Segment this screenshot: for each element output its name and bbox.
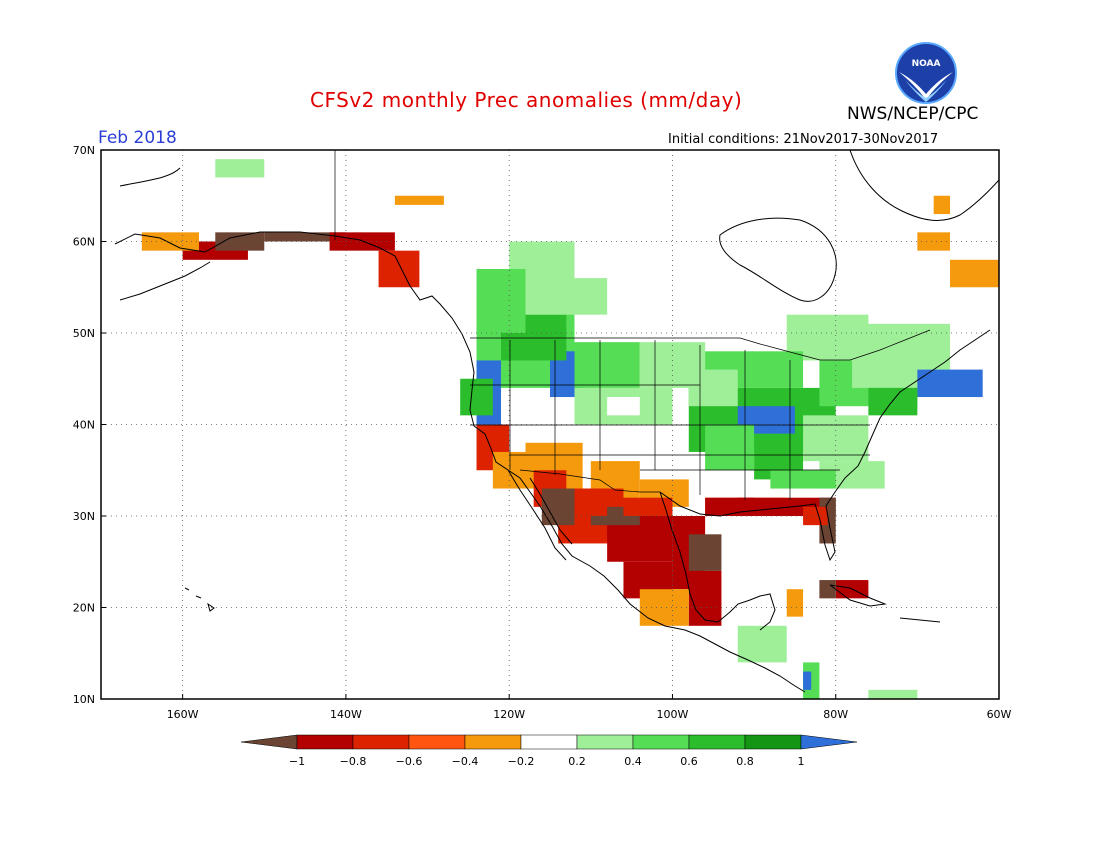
- anomaly-cell: [688, 534, 722, 571]
- colorbar-tick-label: 1: [798, 755, 805, 768]
- longitude-label: 100W: [657, 708, 689, 721]
- latitude-label: 30N: [73, 510, 95, 523]
- longitude-label: 160W: [167, 708, 199, 721]
- colorbar-tick-label: 0.2: [568, 755, 586, 768]
- colorbar-segment: [632, 734, 690, 750]
- chart-title: CFSv2 monthly Prec anomalies (mm/day): [310, 88, 743, 112]
- anomaly-cell: [803, 415, 869, 462]
- anomaly-cell: [525, 278, 608, 315]
- anomaly-cell: [950, 259, 999, 288]
- colorbar-segment: [576, 734, 634, 750]
- coastlines: [114, 150, 999, 693]
- anomaly-cell: [868, 387, 918, 416]
- colorbar-tick-label: −1: [289, 755, 305, 768]
- colorbar-tick-label: 0.6: [680, 755, 698, 768]
- latitude-label: 40N: [73, 419, 95, 432]
- anomaly-cell: [705, 424, 755, 471]
- anomaly-cell: [770, 470, 836, 489]
- anomaly-cell: [264, 232, 346, 242]
- colorbar-segment: [744, 734, 802, 750]
- anomaly-cell: [329, 232, 395, 251]
- anomaly-cell: [607, 397, 640, 416]
- anomaly-cell: [917, 232, 951, 251]
- anomaly-cell: [803, 671, 812, 690]
- colorbar-tick-label: 0.4: [624, 755, 642, 768]
- colorbar-tick-label: −0.2: [508, 755, 535, 768]
- colorbar-tick-label: −0.6: [396, 755, 423, 768]
- anomaly-cell: [574, 342, 640, 388]
- colorbar-segment: [688, 734, 746, 750]
- valid-month: Feb 2018: [98, 128, 177, 148]
- anomaly-cell: [623, 497, 673, 516]
- longitude-labels: 160W 140W 120W 100W 80W 60W: [167, 694, 1012, 721]
- latitude-label: 20N: [73, 602, 95, 615]
- colorbar-low-arrow: [240, 734, 298, 750]
- anomaly-cell: [215, 232, 265, 251]
- anomaly-cell: [688, 570, 722, 626]
- noaa-logo-text: NOAA: [912, 59, 941, 69]
- anomaly-cell: [141, 232, 199, 251]
- colorbar-high-arrow: [800, 734, 858, 750]
- anomaly-cell: [574, 488, 608, 516]
- anomaly-cell: [460, 378, 493, 416]
- longitude-label: 120W: [493, 708, 525, 721]
- colorbar-segment: [352, 734, 410, 750]
- organization-label: NWS/NCEP/CPC: [847, 104, 979, 124]
- anomaly-cell: [803, 506, 828, 526]
- anomaly-cell: [917, 369, 983, 398]
- anomaly-cell: [639, 589, 689, 626]
- colorbar: −1 −0.8 −0.6 −0.4 −0.2 0.2 0.4 0.6 0.8 1: [240, 734, 858, 768]
- anomaly-shading: [141, 159, 999, 699]
- anomaly-cell: [786, 589, 804, 617]
- anomaly-cell: [737, 625, 787, 663]
- colorbar-segment: [520, 734, 578, 750]
- political-borders: [334, 150, 931, 500]
- latitude-label: 50N: [73, 327, 95, 340]
- anomaly-cell: [215, 159, 265, 178]
- colorbar-tick-label: −0.8: [340, 755, 367, 768]
- anomaly-cell: [819, 580, 836, 599]
- colorbar-segment: [296, 734, 354, 750]
- anomaly-cell: [378, 250, 420, 288]
- anomaly-cell: [868, 689, 918, 699]
- initial-conditions: Initial conditions: 21Nov2017-30Nov2017: [668, 132, 939, 147]
- latitude-label: 60N: [73, 236, 95, 249]
- anomaly-cell: [688, 369, 738, 407]
- latitude-label: 10N: [73, 693, 95, 706]
- longitude-label: 60W: [987, 708, 1012, 721]
- colorbar-segment: [408, 734, 466, 750]
- latitude-labels: 70N 60N 50N 40N 30N 20N 10N: [73, 144, 106, 706]
- colorbar-tick-label: 0.8: [736, 755, 754, 768]
- anomaly-cell: [476, 268, 526, 333]
- noaa-logo: NOAA: [895, 42, 957, 104]
- longitude-label: 80W: [823, 708, 848, 721]
- latitude-label: 70N: [73, 144, 95, 157]
- longitude-label: 140W: [330, 708, 362, 721]
- colorbar-segment: [464, 734, 522, 750]
- anomaly-cell: [394, 195, 444, 205]
- anomaly-cell: [933, 195, 951, 215]
- colorbar-tick-label: −0.4: [452, 755, 479, 768]
